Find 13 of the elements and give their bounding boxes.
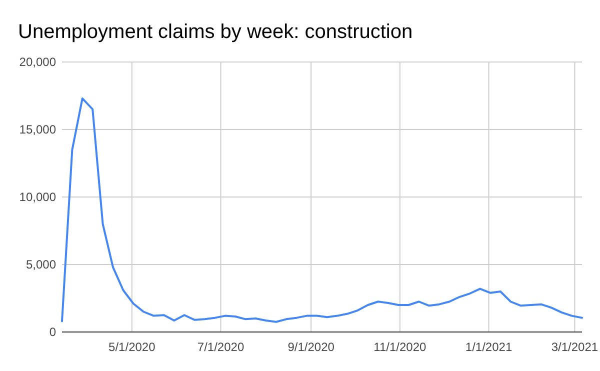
- y-tick-label: 5,000: [26, 258, 56, 272]
- x-tick-label: 11/1/2020: [374, 340, 426, 354]
- chart-title: Unemployment claims by week: construction: [18, 21, 413, 43]
- y-tick-label: 20,000: [19, 55, 56, 70]
- line-series: [61, 97, 583, 323]
- x-tick-label: 1/1/2021: [465, 340, 512, 354]
- y-tick-label: 15,000: [19, 122, 56, 137]
- x-tick-label: 5/1/2020: [108, 340, 156, 354]
- x-tick-label: 7/1/2020: [197, 340, 244, 354]
- x-tick-label: 9/1/2020: [288, 340, 335, 354]
- y-tick-label: 0: [49, 325, 56, 340]
- x-tick-label: 3/1/2021: [551, 340, 598, 354]
- y-tick-label: 10,000: [19, 190, 56, 204]
